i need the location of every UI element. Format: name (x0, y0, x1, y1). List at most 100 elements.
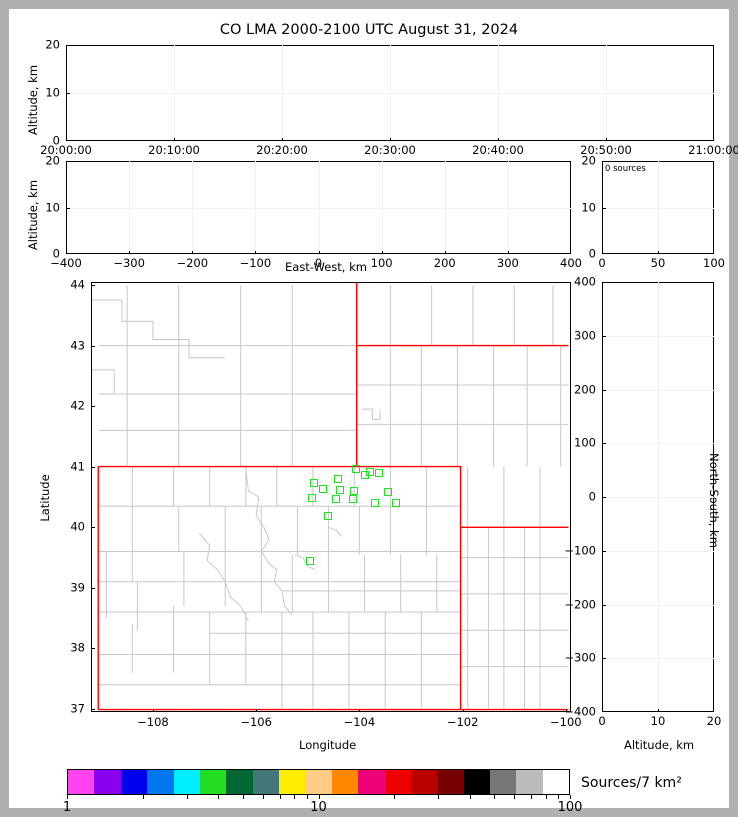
east-west-height-x-tick (381, 250, 383, 254)
east-west-height-x-tick-label: 400 (560, 256, 582, 270)
county-line-irregular (92, 369, 115, 395)
colorbar-tick (558, 795, 560, 799)
histogram-x-tick-label: 50 (650, 256, 666, 270)
east-west-height-x-gridline (129, 161, 131, 254)
north-south-tick (602, 335, 606, 337)
source-marker (331, 494, 340, 503)
east-west-height-x-tick (192, 250, 194, 254)
time-height-y-tick-label: 0 (52, 133, 60, 148)
time-height-x-tick-label: 20:30:00 (364, 143, 416, 157)
figure-title: CO LMA 2000-2100 UTC August 31, 2024 (219, 22, 519, 38)
colorbar-segment (68, 770, 95, 794)
time-height-x-tick (498, 137, 499, 141)
north-south-tick (602, 443, 606, 445)
colorbar-segment (94, 770, 121, 794)
east-west-height-x-tick-label: −400 (50, 256, 82, 270)
time-height-x-tick-label: 20:00:00 (40, 143, 92, 157)
panel-plan-view-map[interactable] (91, 282, 571, 712)
source-marker (374, 468, 383, 477)
axis-label-north-south: North-South, km (707, 453, 721, 548)
histogram-y-tick (602, 207, 606, 209)
east-west-height-x-tick-label: 200 (433, 256, 456, 270)
east-west-height-y-tick-label: 10 (45, 199, 60, 214)
map-y-tick (91, 285, 95, 287)
colorbar-segment (384, 770, 411, 794)
map-y-tick-label: 43 (70, 337, 85, 352)
map-x-tick-label: −100 (550, 715, 582, 729)
east-west-height-x-gridline (381, 161, 383, 254)
county-line-irregular (199, 533, 249, 622)
colorbar-segment (279, 770, 306, 794)
colorbar-segment (542, 770, 570, 794)
time-height-x-tick (606, 137, 607, 141)
map-x-tick-label: −106 (240, 715, 272, 729)
time-height-x-gridline (390, 45, 391, 141)
source-marker (391, 499, 400, 508)
map-y-tick-label: 41 (70, 458, 85, 473)
source-marker (352, 464, 361, 473)
map-x-tick-label: −102 (446, 715, 479, 729)
colorbar-tick (186, 795, 188, 799)
colorbar-segment (147, 770, 174, 794)
east-west-height-x-tick (255, 250, 257, 254)
east-west-height-y-tick-label: 0 (52, 246, 60, 261)
north-south-tick (602, 604, 606, 606)
north-south-tick (602, 497, 606, 498)
map-boundaries (92, 283, 569, 711)
county-line-irregular (245, 469, 293, 616)
north-south-x-tick (658, 708, 659, 712)
source-marker (306, 557, 315, 566)
histogram-x-tick-label: 100 (703, 256, 725, 270)
map-y-tick-label: 39 (70, 580, 85, 595)
colorbar-segment (463, 770, 490, 794)
north-south-tick (602, 658, 606, 660)
colorbar-segment (358, 770, 385, 794)
state-border-colorado (98, 465, 462, 710)
east-west-height-x-gridline (255, 161, 257, 254)
time-height-x-gridline (498, 45, 499, 141)
colorbar-segment (331, 770, 359, 794)
colorbar-tick (469, 795, 471, 799)
source-marker (335, 485, 344, 494)
county-line-irregular (361, 408, 381, 420)
time-height-y-tick (66, 93, 70, 94)
time-height-y-tick-label: 10 (45, 85, 60, 100)
north-south-tick-label: 100 (574, 435, 596, 450)
colorbar-segment (516, 770, 543, 794)
colorbar-segment (252, 770, 279, 794)
east-west-height-x-gridline (318, 161, 320, 254)
axis-label-latitude: Latitude (38, 474, 52, 522)
north-south-tick-label: −100 (564, 543, 596, 557)
map-y-tick (91, 527, 95, 529)
colorbar-tick (218, 795, 220, 799)
north-south-tick-label: 200 (574, 381, 596, 396)
colorbar-tick (279, 795, 281, 799)
north-south-tick (602, 389, 606, 391)
colorbar-tick (570, 795, 571, 799)
map-x-tick (359, 708, 361, 712)
colorbar-tick-label: 100 (557, 800, 583, 815)
histogram-x-gridline (658, 161, 659, 254)
time-height-x-tick-label: 20:10:00 (148, 143, 200, 157)
histogram-x-tick (658, 250, 659, 254)
map-y-tick (91, 466, 95, 468)
east-west-height-x-tick (507, 250, 509, 254)
time-height-x-tick-label: 20:20:00 (256, 143, 308, 157)
colorbar-tick (514, 795, 516, 799)
east-west-height-x-tick-label: 100 (370, 256, 393, 270)
source-marker (333, 474, 342, 483)
time-height-x-tick-label: 21:00:00 (688, 143, 738, 157)
north-south-x-tick-label: 0 (598, 714, 606, 728)
colorbar-tick (262, 795, 264, 799)
east-west-height-x-gridline (444, 161, 446, 254)
time-height-x-tick-label: 20:40:00 (472, 143, 524, 157)
north-south-x-tick-label: 10 (650, 714, 666, 728)
time-height-x-tick (174, 137, 175, 141)
north-south-tick-label: 300 (574, 328, 596, 342)
source-count-annotation: 0 sources (605, 164, 646, 174)
east-west-height-x-tick-label: 0 (314, 256, 323, 270)
map-y-tick-label: 37 (70, 701, 85, 716)
colorbar[interactable] (67, 769, 570, 795)
map-x-tick-label: −104 (343, 715, 376, 729)
